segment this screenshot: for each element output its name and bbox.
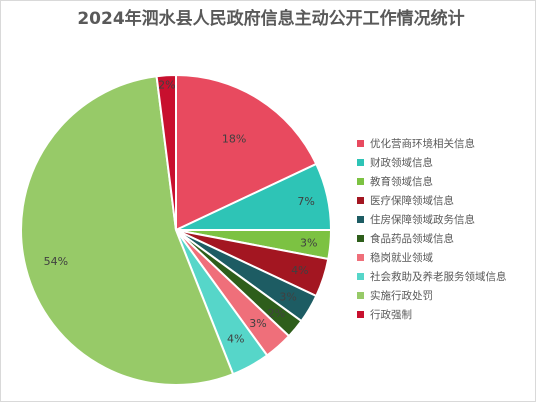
chart-title: 2024年泗水县人民政府信息主动公开工作情况统计 (77, 9, 465, 29)
pie-slice (155, 73, 177, 231)
legend-label: 教育领域信息 (370, 176, 433, 188)
legend-label: 优化营商环境相关信息 (370, 138, 475, 150)
legend-item: 食品药品领域信息 (357, 229, 507, 248)
slice-label: 2% (268, 307, 285, 320)
slice-label: 18% (222, 132, 246, 145)
legend-label: 财政领域信息 (370, 157, 433, 169)
slice-label: 7% (297, 195, 314, 208)
slice-label: 4% (227, 333, 244, 346)
legend-swatch (357, 273, 364, 280)
legend-label: 行政强制 (370, 309, 412, 321)
legend-swatch (357, 197, 364, 204)
legend-swatch (357, 140, 364, 147)
slice-label: 3% (279, 290, 296, 303)
legend-item: 优化营商环境相关信息 (357, 134, 507, 153)
legend-label: 住房保障领域政务信息 (370, 214, 475, 226)
legend-label: 实施行政处罚 (370, 290, 433, 302)
legend-swatch (357, 159, 364, 166)
slice-label: 3% (300, 237, 317, 250)
legend-swatch (357, 178, 364, 185)
pie-slice (175, 73, 318, 232)
slice-label: 4% (291, 264, 308, 277)
legend-label: 社会救助及养老服务领域信息 (370, 271, 507, 283)
legend-item: 社会救助及养老服务领域信息 (357, 267, 507, 286)
legend-swatch (357, 311, 364, 318)
legend-swatch (357, 254, 364, 261)
legend-swatch (357, 235, 364, 242)
legend-label: 食品药品领域信息 (370, 233, 454, 245)
legend-label: 稳岗就业领域 (370, 252, 433, 264)
legend-item: 实施行政处罚 (357, 286, 507, 305)
slice-label: 3% (249, 317, 266, 330)
slice-label: 2% (158, 79, 175, 92)
legend-item: 教育领域信息 (357, 172, 507, 191)
legend-item: 财政领域信息 (357, 153, 507, 172)
legend-item: 行政强制 (357, 305, 507, 324)
legend-item: 医疗保障领域信息 (357, 191, 507, 210)
legend-swatch (357, 292, 364, 299)
legend-item: 稳岗就业领域 (357, 248, 507, 267)
legend-swatch (357, 216, 364, 223)
legend-item: 住房保障领域政务信息 (357, 210, 507, 229)
slice-label: 54% (44, 255, 68, 268)
pie-slice (20, 75, 235, 386)
legend-label: 医疗保障领域信息 (370, 195, 454, 207)
legend: 优化营商环境相关信息 财政领域信息 教育领域信息医疗保障领域信息住房保障领域政务信息… (357, 134, 507, 324)
